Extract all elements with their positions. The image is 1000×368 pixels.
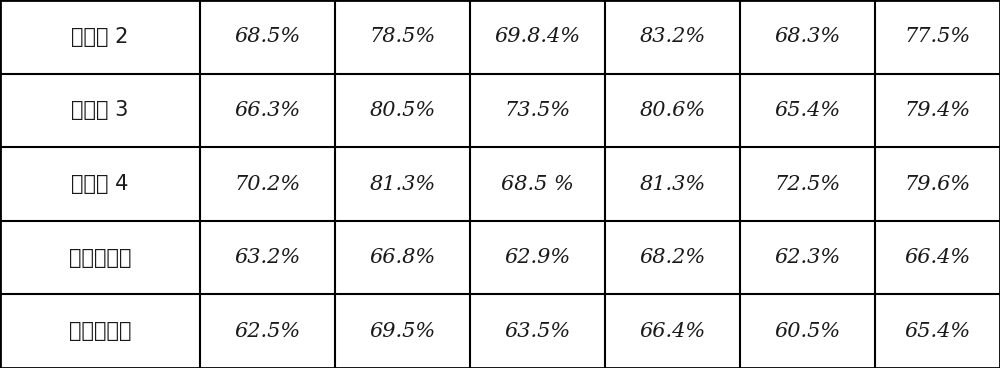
Text: 78.5%: 78.5% — [369, 27, 436, 46]
Text: 66.4%: 66.4% — [904, 248, 971, 267]
Text: 70.2%: 70.2% — [234, 174, 301, 194]
Text: 实施例 3: 实施例 3 — [71, 100, 129, 120]
Text: 实施例 4: 实施例 4 — [71, 174, 129, 194]
Text: 68.5%: 68.5% — [234, 27, 301, 46]
Text: 68.3%: 68.3% — [774, 27, 841, 46]
Text: 65.4%: 65.4% — [904, 322, 971, 341]
Text: 80.6%: 80.6% — [639, 101, 706, 120]
Text: 62.3%: 62.3% — [774, 248, 841, 267]
Text: 62.9%: 62.9% — [504, 248, 571, 267]
Text: 62.5%: 62.5% — [234, 322, 301, 341]
Text: 69.8.4%: 69.8.4% — [494, 27, 581, 46]
Text: 68.2%: 68.2% — [639, 248, 706, 267]
Text: 60.5%: 60.5% — [774, 322, 841, 341]
Text: 83.2%: 83.2% — [639, 27, 706, 46]
Text: 66.3%: 66.3% — [234, 101, 301, 120]
Text: 79.4%: 79.4% — [904, 101, 971, 120]
Text: 65.4%: 65.4% — [774, 101, 841, 120]
Text: 63.5%: 63.5% — [504, 322, 571, 341]
Text: 68.5 %: 68.5 % — [501, 174, 574, 194]
Text: 80.5%: 80.5% — [369, 101, 436, 120]
Text: 66.8%: 66.8% — [369, 248, 436, 267]
Text: 73.5%: 73.5% — [504, 101, 571, 120]
Text: 66.4%: 66.4% — [639, 322, 706, 341]
Text: 79.6%: 79.6% — [904, 174, 971, 194]
Text: 69.5%: 69.5% — [369, 322, 436, 341]
Text: 72.5%: 72.5% — [774, 174, 841, 194]
Text: 63.2%: 63.2% — [234, 248, 301, 267]
Text: 81.3%: 81.3% — [369, 174, 436, 194]
Text: 市售乙草胺: 市售乙草胺 — [69, 321, 131, 341]
Text: 81.3%: 81.3% — [639, 174, 706, 194]
Text: 实施例 2: 实施例 2 — [71, 27, 129, 47]
Text: 市售乙茹水: 市售乙茹水 — [69, 248, 131, 268]
Text: 77.5%: 77.5% — [904, 27, 971, 46]
